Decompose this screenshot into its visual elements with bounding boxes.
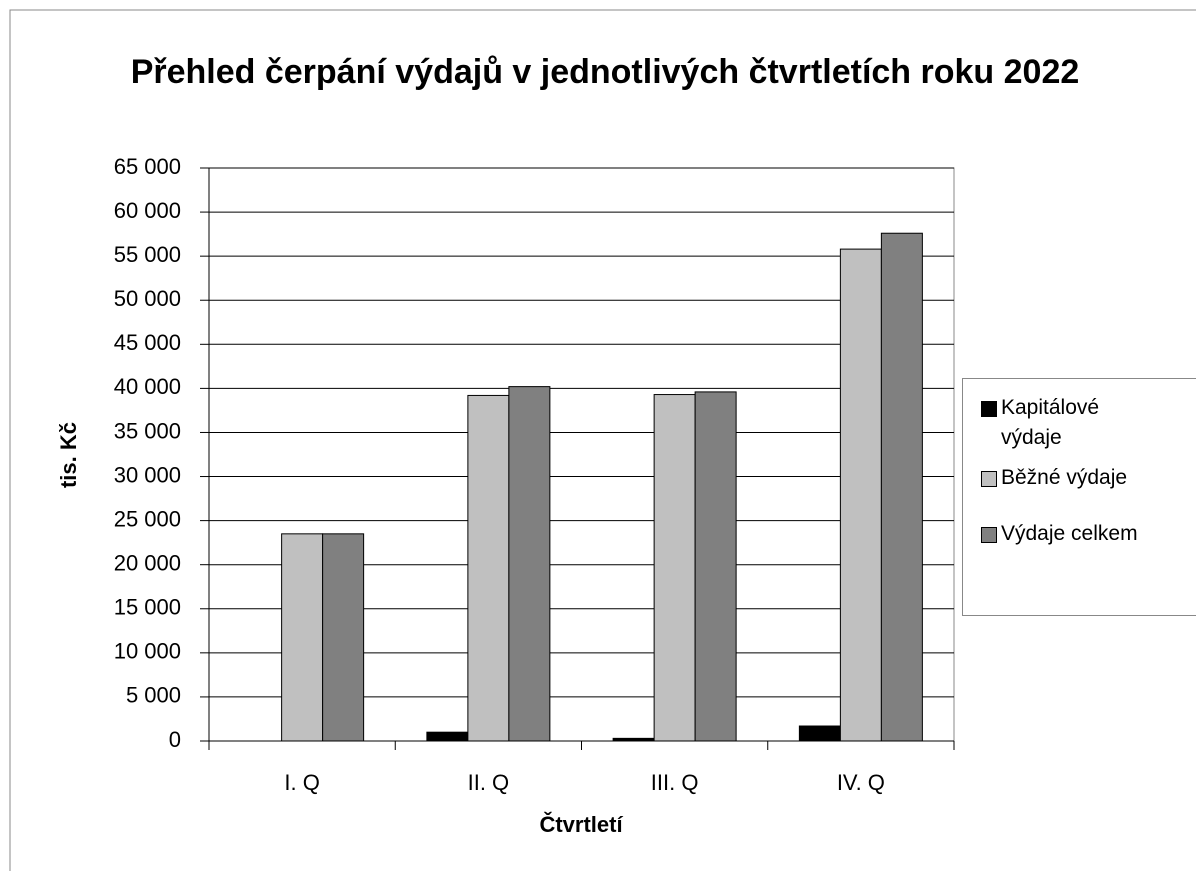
legend-item: Výdaje celkem (981, 519, 1195, 549)
y-tick-label: 55 000 (114, 242, 181, 267)
y-tick-label: 30 000 (114, 462, 181, 487)
y-tick-label: 15 000 (114, 595, 181, 620)
legend-label: Výdaje celkem (1001, 522, 1138, 545)
bar (322, 533, 365, 742)
legend-swatch (981, 471, 997, 487)
y-tick-label: 40 000 (114, 374, 181, 399)
y-tick-label: 45 000 (114, 330, 181, 355)
y-tick-label: 65 000 (114, 154, 181, 179)
y-tick-label: 10 000 (114, 639, 181, 664)
y-tick-label: 20 000 (114, 551, 181, 576)
y-tick-label: 0 (169, 727, 181, 752)
bar (653, 394, 696, 742)
y-axis-label: tis. Kč (56, 422, 81, 488)
legend-swatch (981, 401, 997, 417)
legend-item: Běžné výdaje (981, 463, 1195, 493)
y-tick-label: 5 000 (126, 683, 181, 708)
chart-title: Přehled čerpání výdajů v jednotlivých čt… (130, 53, 1080, 91)
y-tick-label: 50 000 (114, 286, 181, 311)
x-axis-label: Čtvrtletí (539, 812, 623, 837)
bar (839, 248, 882, 742)
legend: Kapitálové výdaje Běžné výdaje Výdaje celk… (962, 378, 1196, 616)
bar (281, 533, 324, 742)
y-tick-label: 60 000 (114, 198, 181, 223)
x-tick-label: IV. Q (837, 770, 885, 795)
y-tick-label: 35 000 (114, 418, 181, 443)
bar (467, 394, 510, 742)
bar (426, 731, 469, 742)
x-tick-label: II. Q (468, 770, 510, 795)
legend-item: Kapitálové výdaje (981, 393, 1195, 453)
legend-swatch (981, 527, 997, 543)
x-tick-label: III. Q (651, 770, 699, 795)
bar (508, 386, 551, 742)
x-tick-label: I. Q (284, 770, 319, 795)
bar (798, 725, 841, 742)
y-tick-label: 25 000 (114, 506, 181, 531)
legend-label: Běžné výdaje (1001, 466, 1128, 489)
chart-frame (9, 9, 1196, 871)
bar (880, 232, 923, 742)
legend-label: Kapitálové výdaje (1001, 396, 1100, 449)
bar (694, 391, 737, 742)
